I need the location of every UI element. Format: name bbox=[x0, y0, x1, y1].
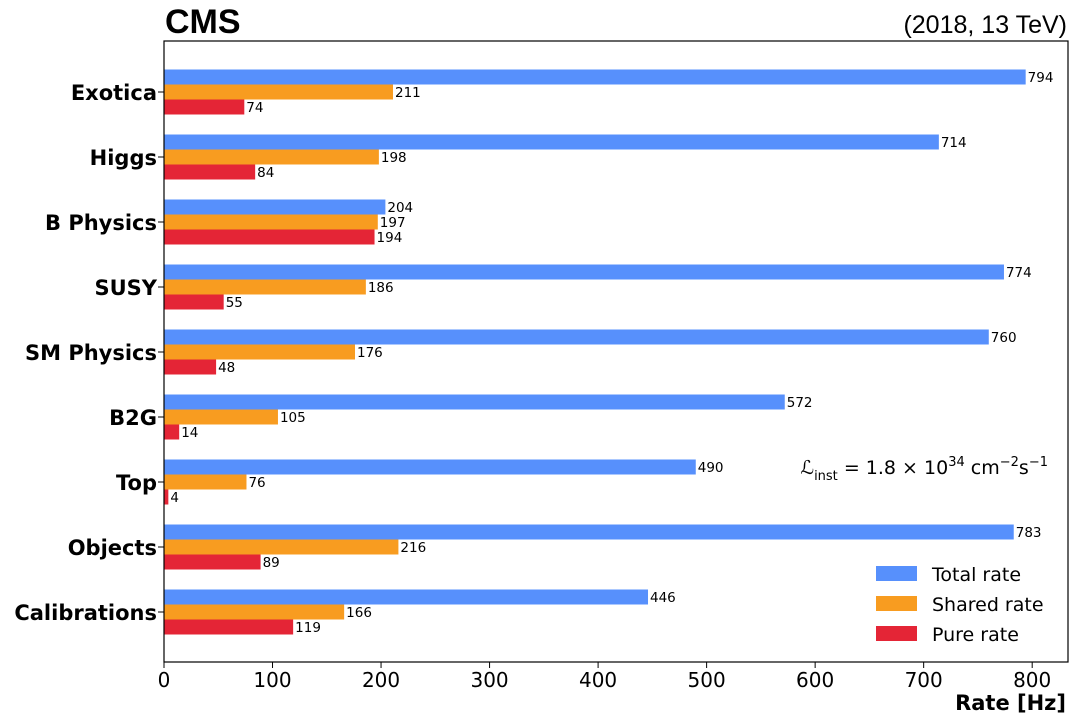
bar-total-rate-susy bbox=[164, 264, 1004, 280]
bar-pure-rate-sm-physics bbox=[164, 359, 217, 375]
bar-shared-rate-exotica bbox=[164, 84, 393, 100]
bar-shared-rate-susy bbox=[164, 279, 366, 295]
value-label-total-rate-top: 490 bbox=[698, 460, 724, 476]
value-label-pure-rate-exotica: 74 bbox=[246, 100, 263, 116]
bar-shared-rate-top bbox=[164, 474, 247, 490]
y-tick-label-calibrations: Calibrations bbox=[14, 601, 157, 625]
x-tick-label-500: 500 bbox=[688, 668, 726, 692]
y-ticks-layer: Exotica Higgs B Physics SUSY SM Physics B2G To… bbox=[14, 81, 164, 625]
x-tick-label-0: 0 bbox=[158, 668, 171, 692]
value-label-pure-rate-b2g: 14 bbox=[181, 425, 198, 441]
value-label-total-rate-b2g: 572 bbox=[787, 395, 813, 411]
lumi-unit-s: s bbox=[1019, 457, 1029, 479]
value-label-shared-rate-top: 76 bbox=[248, 475, 265, 491]
value-label-total-rate-b-physics: 204 bbox=[387, 200, 413, 216]
bar-total-rate-top bbox=[164, 459, 696, 475]
lumi-symbol: ℒ bbox=[800, 457, 814, 479]
bar-total-rate-b-physics bbox=[164, 199, 386, 215]
lumi-exponent: 34 bbox=[948, 455, 965, 470]
bar-shared-rate-sm-physics bbox=[164, 344, 356, 360]
value-label-shared-rate-exotica: 211 bbox=[395, 85, 421, 101]
x-tick-label-700: 700 bbox=[905, 668, 943, 692]
luminosity-annotation: ℒinst = 1.8 × 1034 cm−2s−1 bbox=[800, 455, 1048, 484]
value-label-pure-rate-b-physics: 194 bbox=[377, 230, 403, 246]
y-tick-label-b2g: B2G bbox=[109, 406, 157, 430]
bar-total-rate-higgs bbox=[164, 134, 939, 150]
lumi-unit-s-exp: −1 bbox=[1029, 455, 1048, 470]
bar-pure-rate-b-physics bbox=[164, 229, 375, 245]
bar-shared-rate-calibrations bbox=[164, 604, 345, 620]
value-label-total-rate-susy: 774 bbox=[1006, 265, 1032, 281]
value-label-total-rate-sm-physics: 760 bbox=[991, 330, 1017, 346]
value-label-shared-rate-b-physics: 197 bbox=[380, 215, 406, 231]
x-axis-title: Rate [Hz] bbox=[955, 691, 1066, 715]
lumi-unit-cm-exp: −2 bbox=[1000, 455, 1019, 470]
lumi-subscript: inst bbox=[814, 469, 838, 484]
bar-pure-rate-top bbox=[164, 489, 169, 505]
y-tick-label-objects: Objects bbox=[68, 536, 157, 560]
experiment-label: CMS bbox=[165, 3, 241, 41]
value-label-pure-rate-sm-physics: 48 bbox=[218, 360, 235, 376]
y-tick-label-higgs: Higgs bbox=[90, 146, 157, 170]
y-tick-label-top: Top bbox=[116, 471, 157, 495]
y-tick-label-sm-physics: SM Physics bbox=[25, 341, 157, 365]
bar-shared-rate-higgs bbox=[164, 149, 379, 165]
bar-total-rate-b2g bbox=[164, 394, 785, 410]
y-tick-label-susy: SUSY bbox=[94, 276, 157, 300]
bar-total-rate-exotica bbox=[164, 69, 1026, 85]
legend-label-pure-rate: Pure rate bbox=[932, 624, 1019, 646]
value-label-shared-rate-b2g: 105 bbox=[280, 410, 306, 426]
bar-pure-rate-exotica bbox=[164, 99, 245, 115]
legend-swatch-pure-rate bbox=[876, 626, 917, 641]
value-label-shared-rate-higgs: 198 bbox=[381, 150, 407, 166]
value-label-shared-rate-susy: 186 bbox=[368, 280, 394, 296]
bar-pure-rate-susy bbox=[164, 294, 224, 310]
value-label-total-rate-exotica: 794 bbox=[1028, 70, 1054, 86]
bar-total-rate-objects bbox=[164, 524, 1014, 540]
value-label-shared-rate-objects: 216 bbox=[400, 540, 426, 556]
value-label-pure-rate-objects: 89 bbox=[263, 555, 280, 571]
bar-total-rate-sm-physics bbox=[164, 329, 989, 345]
bar-shared-rate-b-physics bbox=[164, 214, 378, 230]
bar-shared-rate-b2g bbox=[164, 409, 278, 425]
bar-shared-rate-objects bbox=[164, 539, 399, 555]
legend-swatch-total-rate bbox=[876, 566, 917, 581]
value-label-shared-rate-calibrations: 166 bbox=[346, 605, 372, 621]
bar-pure-rate-objects bbox=[164, 554, 261, 570]
y-tick-label-b-physics: B Physics bbox=[45, 211, 157, 235]
x-tick-label-200: 200 bbox=[362, 668, 400, 692]
x-tick-label-100: 100 bbox=[253, 668, 291, 692]
bar-pure-rate-b2g bbox=[164, 424, 180, 440]
legend: Total rate Shared rate Pure rate bbox=[876, 564, 1044, 646]
run-info-label: (2018, 13 TeV) bbox=[903, 11, 1067, 39]
value-label-total-rate-objects: 783 bbox=[1016, 525, 1042, 541]
x-ticks-layer: 0 100 200 300 400 500 600 700 800 bbox=[158, 662, 1051, 692]
legend-label-shared-rate: Shared rate bbox=[932, 594, 1044, 616]
legend-swatch-shared-rate bbox=[876, 596, 917, 611]
value-label-shared-rate-sm-physics: 176 bbox=[357, 345, 383, 361]
value-label-total-rate-calibrations: 446 bbox=[650, 590, 676, 606]
legend-label-total-rate: Total rate bbox=[931, 564, 1021, 586]
x-tick-label-800: 800 bbox=[1013, 668, 1051, 692]
bar-pure-rate-higgs bbox=[164, 164, 256, 180]
value-label-pure-rate-susy: 55 bbox=[226, 295, 243, 311]
x-tick-label-300: 300 bbox=[470, 668, 508, 692]
x-tick-label-400: 400 bbox=[579, 668, 617, 692]
lumi-equation: = 1.8 × 10 bbox=[838, 457, 948, 479]
x-tick-label-600: 600 bbox=[796, 668, 834, 692]
bars-layer bbox=[164, 69, 1026, 635]
bar-total-rate-calibrations bbox=[164, 589, 649, 605]
y-tick-label-exotica: Exotica bbox=[71, 81, 157, 105]
bar-pure-rate-calibrations bbox=[164, 619, 294, 635]
value-label-total-rate-higgs: 714 bbox=[941, 135, 967, 151]
lumi-unit-cm: cm bbox=[965, 457, 1000, 479]
value-label-pure-rate-higgs: 84 bbox=[257, 165, 274, 181]
value-label-pure-rate-top: 4 bbox=[170, 490, 179, 506]
value-label-pure-rate-calibrations: 119 bbox=[295, 620, 321, 636]
